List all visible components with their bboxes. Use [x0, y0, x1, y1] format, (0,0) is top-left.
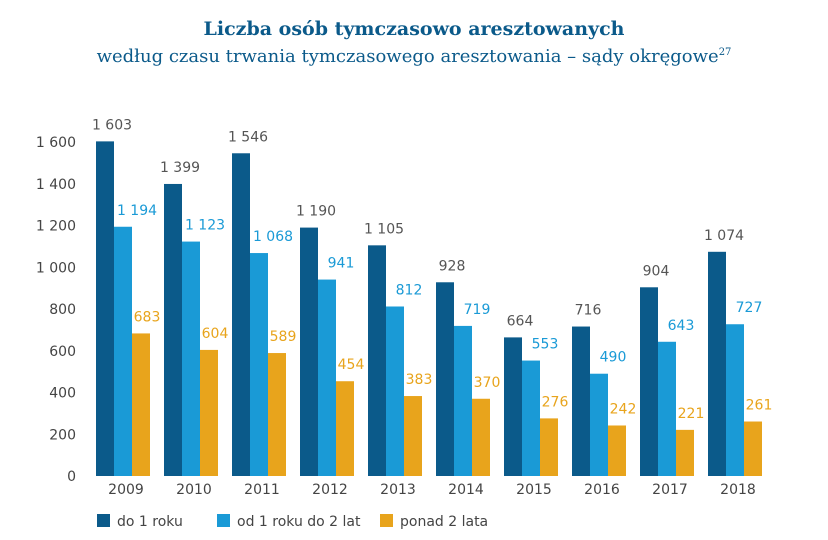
data-label: 490	[600, 350, 627, 366]
y-tick-label: 1 400	[36, 177, 76, 193]
y-tick-label: 600	[49, 344, 76, 360]
y-tick-label: 1 600	[36, 135, 76, 151]
bar-2	[114, 226, 132, 476]
chart-title: Liczba osób tymczasowo aresztowanych	[203, 18, 625, 40]
x-tick-label: 2017	[652, 482, 688, 498]
bar-3	[132, 333, 150, 476]
x-tick-label: 2010	[176, 482, 212, 498]
legend-label: ponad 2 lata	[400, 514, 488, 530]
chart-subtitle: według czasu trwania tymczasowego areszt…	[0, 46, 828, 67]
bar-2	[658, 341, 676, 476]
data-label: 1 603	[92, 117, 132, 133]
data-label: 370	[474, 375, 501, 391]
bar-2	[590, 373, 608, 476]
bar-1	[436, 282, 454, 476]
legend-swatch	[97, 514, 110, 527]
bar-1	[300, 227, 318, 476]
data-label: 1 105	[364, 221, 404, 237]
x-tick-label: 2011	[244, 482, 280, 498]
bar-1	[504, 337, 522, 476]
bar-2	[522, 360, 540, 476]
bar-3	[676, 429, 694, 476]
bar-2	[250, 253, 268, 476]
data-label: 664	[507, 313, 534, 329]
bar-2	[726, 324, 744, 476]
data-label: 221	[678, 406, 705, 422]
legend-label: od 1 roku do 2 lat	[237, 514, 361, 530]
bar-3	[540, 418, 558, 476]
x-tick-label: 2018	[720, 482, 756, 498]
data-label: 719	[464, 302, 491, 318]
bar-1	[708, 251, 726, 476]
bar-3	[268, 353, 286, 476]
data-label: 589	[270, 329, 297, 345]
bar-3	[404, 396, 422, 476]
bar-2	[182, 241, 200, 476]
data-label: 1 546	[228, 129, 268, 145]
bar-2	[318, 279, 336, 476]
data-label: 716	[575, 303, 602, 319]
bar-1	[572, 326, 590, 476]
data-label: 1 074	[704, 228, 744, 244]
data-label: 643	[668, 318, 695, 334]
data-label: 941	[328, 256, 355, 272]
bar-3	[744, 421, 762, 476]
legend-label: do 1 roku	[117, 514, 183, 530]
legend-swatch	[380, 514, 393, 527]
y-tick-label: 800	[49, 302, 76, 318]
y-tick-label: 1 200	[36, 219, 76, 235]
x-tick-label: 2013	[380, 482, 416, 498]
data-label: 727	[736, 300, 763, 316]
data-label: 261	[746, 398, 773, 414]
bar-3	[472, 398, 490, 476]
y-tick-label: 400	[49, 386, 76, 402]
data-label: 604	[202, 326, 229, 342]
bar-1	[164, 183, 182, 477]
data-label: 812	[396, 282, 423, 298]
data-label: 1 068	[253, 229, 293, 245]
x-tick-label: 2015	[516, 482, 552, 498]
bar-3	[336, 381, 354, 476]
chart-subtitle-text: według czasu trwania tymczasowego areszt…	[96, 46, 719, 67]
data-label: 928	[439, 258, 466, 274]
data-label: 242	[610, 401, 637, 417]
data-label: 683	[134, 309, 161, 325]
data-label: 1 399	[160, 160, 200, 176]
data-label: 904	[643, 263, 670, 279]
data-label: 383	[406, 372, 433, 388]
data-label: 454	[338, 357, 365, 373]
x-tick-label: 2014	[448, 482, 484, 498]
bar-1	[640, 287, 658, 476]
x-tick-label: 2016	[584, 482, 620, 498]
y-tick-label: 200	[49, 427, 76, 443]
y-tick-label: 1 000	[36, 260, 76, 276]
x-tick-label: 2012	[312, 482, 348, 498]
bar-1	[96, 141, 114, 476]
data-label: 553	[532, 337, 559, 353]
bar-3	[608, 425, 626, 476]
data-label: 1 123	[185, 218, 225, 234]
bar-2	[454, 325, 472, 476]
bar-1	[232, 153, 250, 476]
footnote-marker: 27	[718, 47, 732, 58]
legend-swatch	[217, 514, 230, 527]
bar-2	[386, 306, 404, 476]
y-tick-label: 0	[67, 469, 76, 485]
bar-3	[200, 349, 218, 476]
x-tick-label: 2009	[108, 482, 144, 498]
data-label: 1 190	[296, 204, 336, 220]
data-label: 276	[542, 394, 569, 410]
data-label: 1 194	[117, 203, 157, 219]
bar-1	[368, 245, 386, 476]
